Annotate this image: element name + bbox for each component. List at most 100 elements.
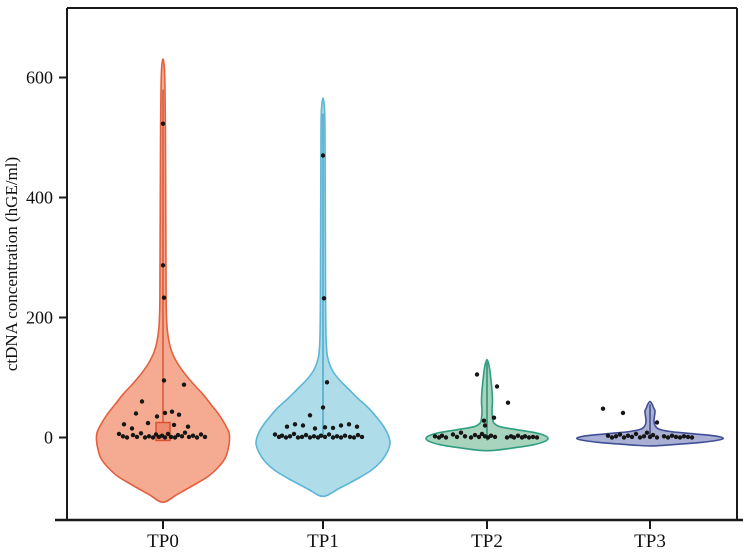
data-point-TP2	[522, 434, 528, 439]
data-point-TP1	[292, 422, 298, 427]
data-point-TP0	[169, 409, 175, 414]
data-point-TP0	[185, 424, 191, 429]
data-point-TP1	[334, 434, 340, 439]
data-point-TP3	[620, 410, 626, 416]
data-point-TP1	[307, 435, 313, 440]
data-point-TP3	[673, 434, 679, 440]
data-point-TP0	[168, 434, 174, 440]
data-point-TP0	[176, 412, 182, 417]
data-point-TP3	[637, 435, 643, 440]
data-point-TP0	[142, 435, 148, 440]
data-point-TP0	[139, 399, 145, 404]
data-point-TP1	[311, 434, 317, 439]
data-point-TP1	[342, 433, 348, 438]
data-point-TP1	[299, 434, 305, 440]
data-point-TP0	[153, 432, 159, 437]
data-point-TP3	[633, 431, 639, 437]
data-point-TP1	[272, 432, 278, 437]
data-point-TP0	[161, 378, 167, 383]
data-point-TP2	[476, 434, 482, 440]
chart-content: 0 200 400 600 TP0 TP1 TP2 TP3	[26, 7, 743, 552]
data-point-TP2	[488, 433, 494, 438]
data-point-TP1	[324, 380, 330, 385]
data-point-TP0	[181, 382, 187, 387]
data-point-TP0	[116, 431, 122, 437]
data-point-TP2	[526, 435, 532, 440]
data-point-TP0	[133, 411, 139, 416]
data-point-TP0	[121, 422, 127, 427]
data-point-TP0	[146, 434, 152, 439]
data-point-TP0	[162, 410, 168, 416]
data-point-TP2	[491, 415, 497, 420]
x-tick-label-TP1: TP1	[307, 531, 339, 552]
data-point-TP0	[171, 422, 177, 428]
data-point-TP3	[621, 435, 627, 440]
data-point-TP3	[617, 432, 623, 437]
data-point-TP1	[322, 434, 328, 440]
data-point-TP2	[511, 435, 517, 440]
data-point-TP1	[287, 434, 293, 439]
data-point-TP1	[338, 423, 344, 428]
data-point-TP1	[307, 413, 313, 418]
data-point-TP2	[481, 418, 487, 423]
data-point-TP0	[194, 435, 200, 440]
data-point-TP2	[482, 423, 488, 428]
data-point-TP3	[681, 434, 687, 439]
data-point-TP2	[450, 432, 456, 437]
data-point-TP3	[669, 433, 675, 438]
data-point-TP3	[685, 434, 691, 440]
data-point-TP3	[654, 435, 660, 440]
data-point-TP0	[198, 432, 204, 437]
x-tick-label-TP0: TP0	[147, 531, 179, 552]
data-point-TP3	[644, 430, 650, 435]
data-point-TP1	[320, 405, 326, 410]
data-point-TP1	[330, 425, 336, 431]
data-point-TP2	[439, 433, 445, 438]
data-point-TP3	[600, 406, 606, 411]
data-point-TP0	[129, 426, 135, 431]
data-point-TP0	[165, 431, 171, 437]
data-point-TP1	[351, 435, 357, 440]
y-tick-label: 600	[26, 68, 53, 88]
data-point-TP2	[515, 433, 521, 438]
data-point-TP0	[154, 414, 160, 419]
data-point-TP1	[359, 434, 365, 440]
data-point-TP1	[279, 433, 285, 438]
data-point-TP1	[303, 432, 309, 438]
data-point-TP2	[492, 434, 498, 440]
data-point-TP2	[458, 430, 464, 435]
data-point-TP2	[505, 400, 511, 405]
data-point-TP0	[175, 432, 181, 438]
data-point-TP1	[326, 432, 332, 437]
data-point-TP3	[665, 435, 671, 440]
data-point-TP3	[654, 420, 660, 425]
data-point-TP0	[202, 434, 208, 440]
data-point-TP3	[689, 435, 695, 440]
x-tick-label-TP3: TP3	[634, 531, 666, 552]
data-point-TP3	[613, 434, 619, 439]
data-point-TP0	[161, 295, 167, 300]
data-point-TP1	[347, 434, 353, 440]
data-point-TP1	[338, 435, 344, 440]
data-point-TP3	[609, 435, 615, 440]
data-point-TP0	[145, 420, 151, 426]
data-point-TP2	[474, 372, 480, 377]
data-point-TP1	[283, 435, 289, 440]
data-point-TP1	[312, 426, 318, 431]
data-point-TP2	[472, 432, 478, 438]
data-point-TP1	[346, 422, 352, 427]
data-point-TP1	[355, 432, 361, 438]
data-point-TP1	[295, 435, 301, 440]
data-point-TP1	[318, 433, 324, 438]
data-point-TP1	[322, 425, 328, 430]
data-point-TP2	[504, 435, 510, 440]
data-point-TP2	[432, 434, 438, 439]
data-point-TP1	[320, 153, 326, 158]
data-point-TP3	[625, 433, 631, 438]
data-point-TP0	[172, 435, 178, 440]
data-point-TP2	[479, 431, 485, 437]
data-point-TP2	[530, 434, 536, 440]
y-tick-label: 400	[26, 188, 53, 208]
